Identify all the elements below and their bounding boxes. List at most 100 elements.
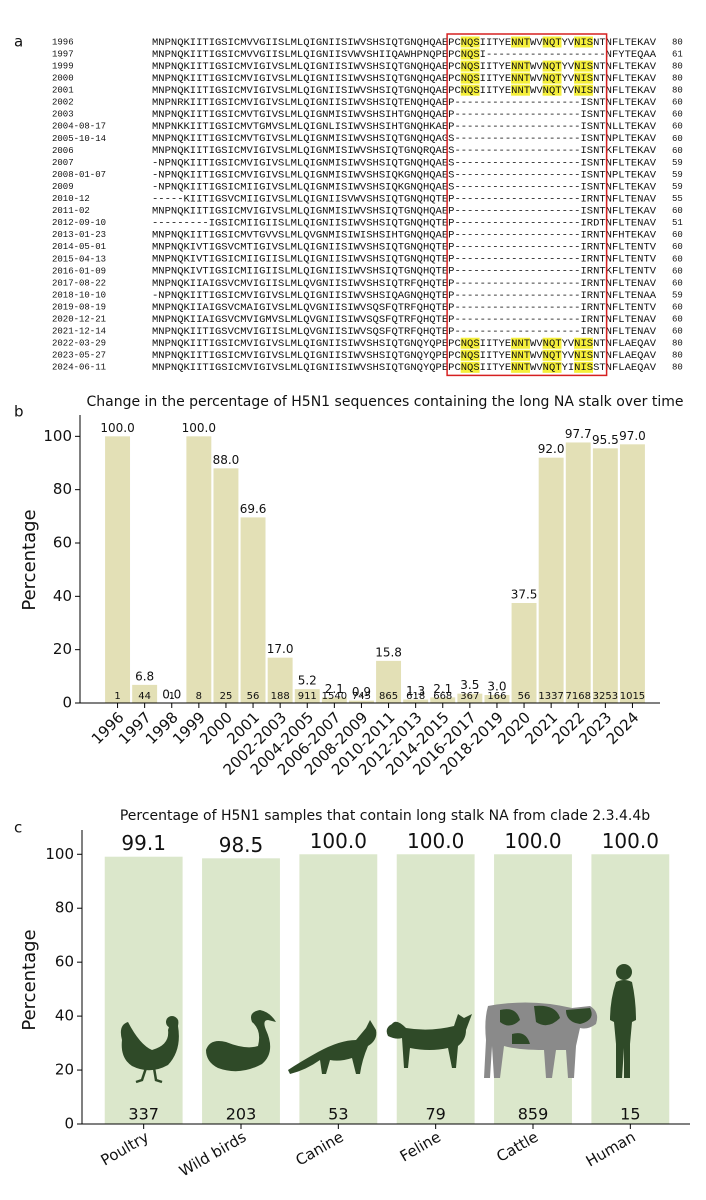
bar (565, 442, 591, 703)
bar (321, 697, 347, 703)
row-label: 2010-12 (52, 194, 90, 204)
sequence: MNPNQKIITIGSICMVIGIVSLMLQIGNIISIWVSHSIQT… (152, 85, 657, 97)
value-label: 3.5 (460, 678, 479, 692)
sequence: MNPNQKIIAIGSVCMVIGMVSLMLQVGNIISIWVSQSFQT… (152, 314, 657, 326)
glycosylation-highlight (460, 48, 480, 60)
value-label: 92.0 (538, 442, 565, 456)
sequence-length: 60 (672, 122, 683, 132)
value-label: 100.0 (182, 421, 216, 435)
count-label: 337 (128, 1105, 159, 1124)
value-label: 17.0 (267, 642, 294, 656)
sequence-length: 59 (672, 158, 683, 168)
value-label: 100.0 (407, 829, 464, 853)
x-tick-label: Poultry (98, 1128, 152, 1170)
sequence-length: 80 (672, 37, 683, 47)
glycosylation-highlight (574, 361, 593, 373)
x-tick-label: Human (583, 1128, 639, 1171)
row-label: 2018-10-10 (52, 290, 106, 300)
bar (105, 436, 131, 703)
cat-icon (386, 1014, 472, 1068)
bar (202, 858, 280, 1124)
value-label: 100.0 (602, 829, 659, 853)
count-label: 911 (298, 691, 317, 702)
sequence: MNPNQKIITIGSICMVIGIVSLMLQIGNIISIWVSHSIQT… (152, 350, 657, 362)
y-tick-label: 20 (55, 1061, 74, 1079)
sequence: MNPNQKIVTIGSICMIIGIISLMLQIGNIISIWVSHSIQT… (152, 254, 657, 266)
glycosylation-highlight (542, 337, 562, 349)
row-label: 1997 (52, 49, 74, 59)
stalk-region-box (446, 33, 608, 377)
sequence-length: 80 (672, 61, 683, 71)
count-label: 1 (114, 691, 120, 702)
count-label: 7168 (566, 691, 591, 702)
row-label: 2014-05-01 (52, 242, 106, 252)
sequence: MNPNQKIITIGSICMVIGIVSLMLQIGNIISIWVSHSIQT… (152, 338, 657, 350)
glycosylation-highlight (460, 349, 480, 361)
y-tick-label: 60 (55, 953, 74, 971)
sequence-length: 60 (672, 254, 683, 264)
row-label: 2006 (52, 146, 74, 156)
bar (538, 457, 564, 703)
count-label: 1540 (322, 691, 347, 702)
row-label: 2017-08-22 (52, 278, 106, 288)
sequence: MNPNKKIITIGSICMVTGMVSLMLQIGNLISIWVSHSIHT… (152, 121, 657, 133)
sequence-length: 80 (672, 351, 683, 361)
sequence: -NPNQKIITIGSICMVIGIVSLMLQIGNMISIWVSHSIQK… (152, 169, 657, 181)
y-tick-label: 40 (53, 587, 72, 605)
row-label: 2019-08-19 (52, 302, 106, 312)
glycosylation-highlight (542, 84, 562, 96)
bar (592, 448, 618, 703)
row-label: 2022-03-29 (52, 339, 106, 349)
row-label: 2011-02 (52, 206, 90, 216)
sequence-length: 60 (672, 302, 683, 312)
count-label: 56 (247, 691, 260, 702)
count-label: 79 (425, 1105, 445, 1124)
bar (213, 468, 239, 703)
glycosylation-highlight (460, 84, 480, 96)
glycosylation-highlight (574, 36, 593, 48)
count-label: 859 (518, 1105, 549, 1124)
sequence-length: 60 (672, 134, 683, 144)
sequence-length: 60 (672, 266, 683, 276)
y-tick-label: 100 (45, 845, 74, 863)
sequence: MNPNQKIITIGSICMVVGIISLMLQIGNIISIWVSHSIQT… (152, 37, 657, 49)
value-label: 2.1 (325, 682, 344, 696)
glycosylation-highlight (542, 72, 562, 84)
row-label: 1999 (52, 61, 74, 71)
glycosylation-highlight (460, 36, 480, 48)
glycosylation-highlight (511, 337, 530, 349)
row-label: 2002 (52, 98, 74, 108)
bar (267, 657, 293, 703)
row-label: 2015-04-13 (52, 254, 106, 264)
value-label: 98.5 (219, 833, 264, 857)
glycosylation-highlight (542, 349, 562, 361)
count-label: 668 (433, 691, 452, 702)
sequence-length: 59 (672, 182, 683, 192)
y-tick-label: 80 (53, 480, 72, 498)
bar (104, 856, 183, 1124)
sequence: MNPNQKIITIGSICMVTGVVSLMLQVGNMISIWISHSIHT… (152, 230, 657, 242)
swan-icon (206, 1010, 276, 1072)
sequence-length: 80 (672, 339, 683, 349)
chicken-icon (120, 1016, 179, 1084)
bar (457, 693, 483, 703)
row-label: 2024-06-11 (52, 363, 106, 373)
sequence-length: 60 (672, 98, 683, 108)
value-label: 3.0 (487, 680, 506, 694)
bar (511, 603, 537, 703)
value-label: 97.7 (565, 427, 592, 441)
glycosylation-highlight (511, 361, 530, 373)
value-label: 2.1 (433, 682, 452, 696)
row-label: 2023-05-27 (52, 351, 106, 361)
x-tick-label: Cattle (493, 1128, 541, 1166)
sequence: MNPNQKIITIGSICMVIGIVSLMLQIGNIISIWVSHSIQT… (152, 362, 657, 374)
y-tick-label: 60 (53, 534, 72, 552)
x-tick-label: Canine (292, 1128, 346, 1170)
count-label: 166 (487, 691, 506, 702)
y-tick-label: 100 (43, 427, 72, 445)
panel-label: c (14, 819, 22, 837)
sequence-length: 51 (672, 218, 683, 228)
sequence: MNPNQKIITIGSICMVIGIVSLMLQIGNMISIWVSHSIQT… (152, 205, 657, 217)
row-label: 2003 (52, 110, 74, 120)
